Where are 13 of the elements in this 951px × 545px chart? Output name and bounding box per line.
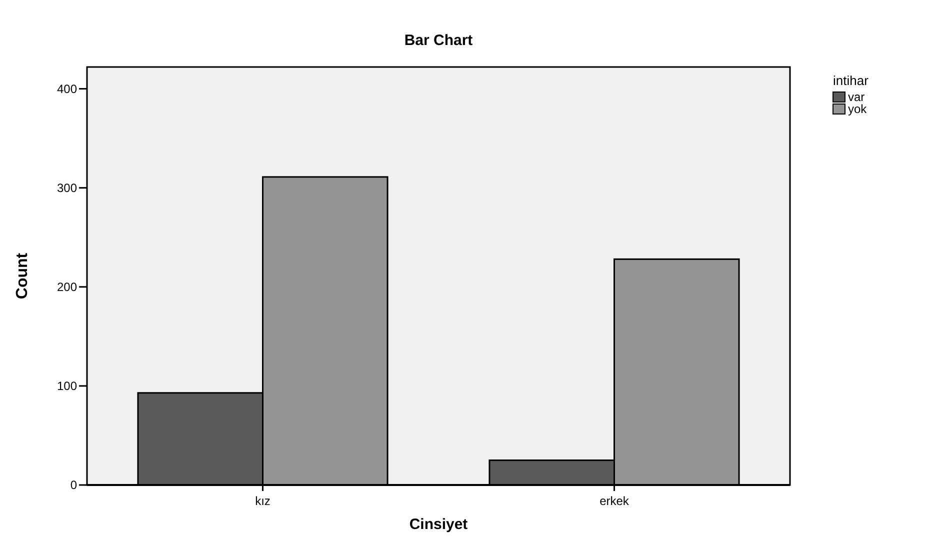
y-tick-label: 200 xyxy=(56,280,78,294)
y-tick-label: 300 xyxy=(56,181,78,196)
y-tick-label: 0 xyxy=(70,478,78,492)
y-tick-label: 400 xyxy=(56,82,78,96)
chart-title: Bar Chart xyxy=(404,32,473,49)
x-axis-title: Cinsiyet xyxy=(409,516,468,533)
y-axis-title: Count xyxy=(14,252,31,300)
legend-title: intihar xyxy=(833,73,870,88)
legend-label: var xyxy=(848,90,865,104)
y-tick-label: 100 xyxy=(56,379,78,394)
x-tick-label: erkek xyxy=(600,494,630,508)
legend-label: yok xyxy=(848,102,868,116)
x-tick-label: kız xyxy=(255,494,270,508)
